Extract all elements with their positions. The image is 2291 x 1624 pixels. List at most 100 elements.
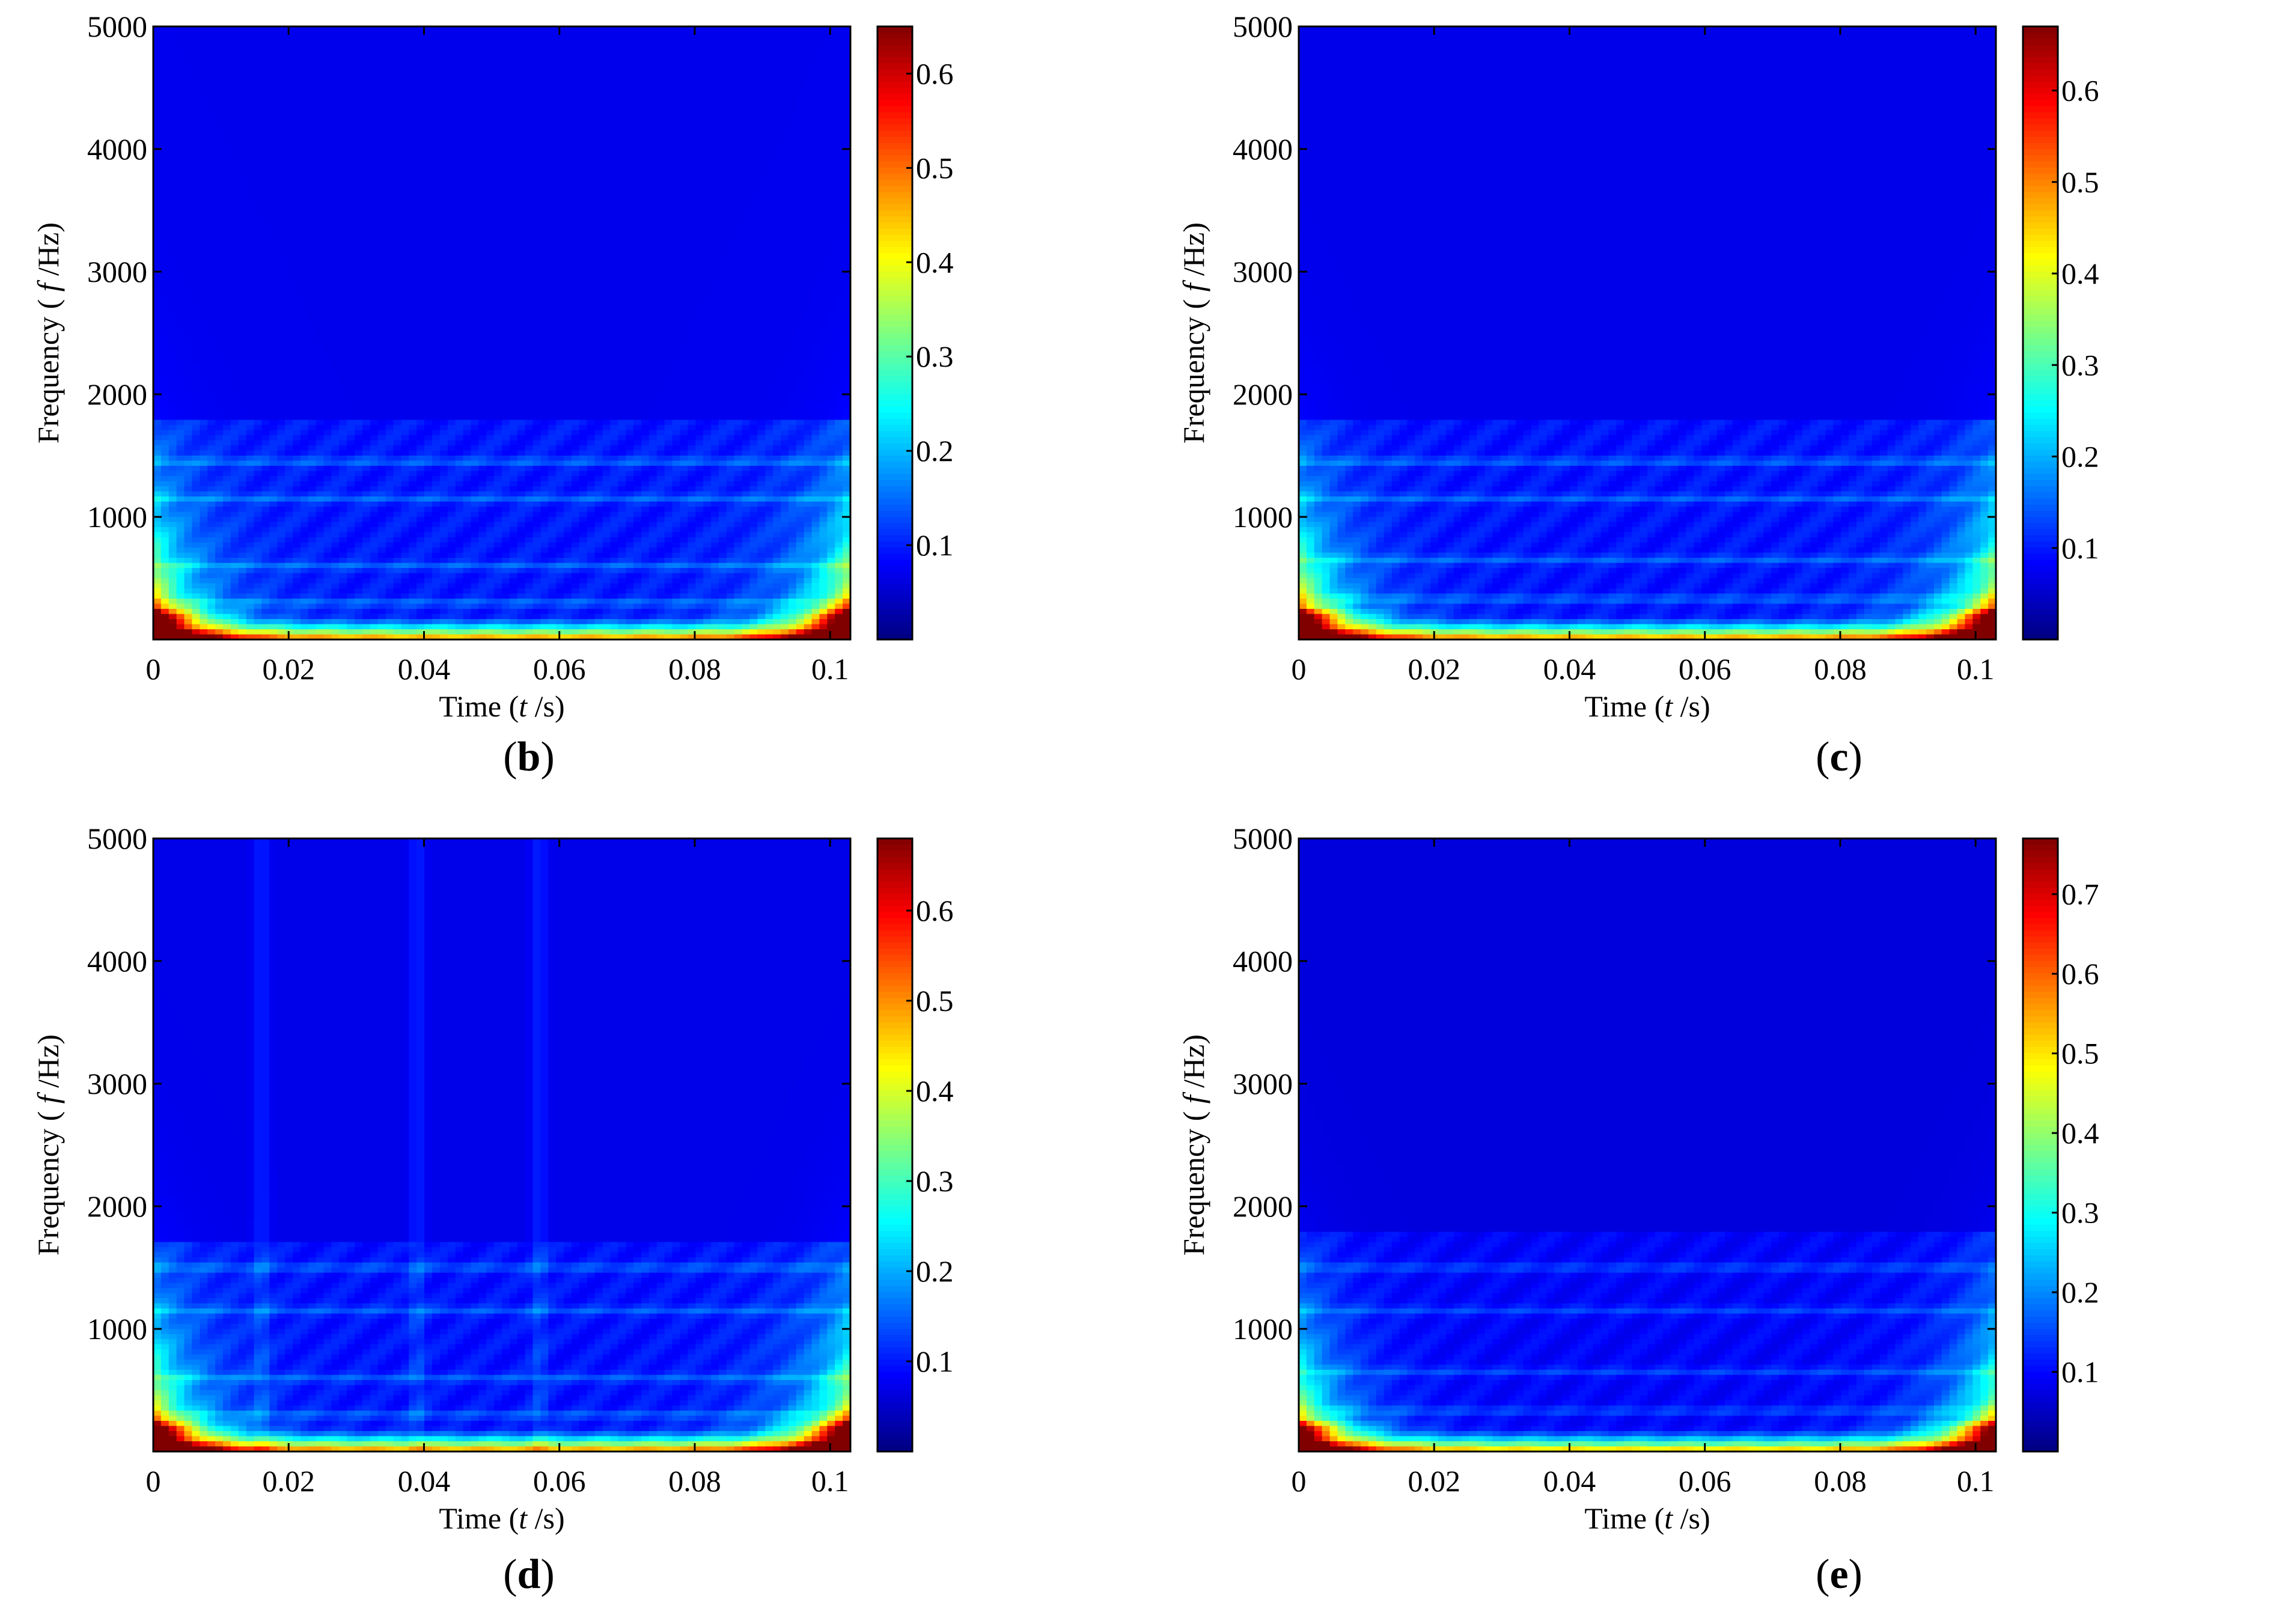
heatmap-cell xyxy=(339,287,348,293)
heatmap-cell xyxy=(293,139,301,145)
heatmap-cell xyxy=(486,225,495,231)
heatmap-cell xyxy=(734,225,743,231)
heatmap-cell xyxy=(238,282,247,288)
heatmap-cell xyxy=(827,26,836,32)
heatmap-cell xyxy=(618,169,627,176)
heatmap-cell xyxy=(648,41,657,47)
heatmap-cell xyxy=(316,169,325,176)
heatmap-cell xyxy=(757,200,766,206)
heatmap-cell xyxy=(587,82,596,88)
heatmap-cell xyxy=(672,302,681,308)
heatmap-cell xyxy=(819,241,828,247)
heatmap-cell xyxy=(711,93,719,99)
heatmap-cell xyxy=(277,261,285,267)
heatmap-cell xyxy=(602,251,611,257)
heatmap-cell xyxy=(509,149,518,155)
heatmap-cell xyxy=(316,88,325,94)
heatmap-cell xyxy=(293,210,301,216)
heatmap-cell xyxy=(385,103,394,109)
heatmap-cell xyxy=(525,52,534,58)
heatmap-cell xyxy=(463,26,472,32)
heatmap-cell xyxy=(587,37,596,43)
heatmap-cell xyxy=(734,292,743,298)
heatmap-cell xyxy=(509,123,518,129)
heatmap-cell xyxy=(626,129,634,135)
heatmap-cell xyxy=(540,88,549,94)
heatmap-cell xyxy=(285,93,293,99)
heatmap-cell xyxy=(781,67,789,73)
heatmap-cell xyxy=(160,159,169,165)
heatmap-cell xyxy=(664,88,673,94)
heatmap-cell xyxy=(215,180,224,186)
heatmap-cell xyxy=(362,276,371,282)
heatmap-cell xyxy=(447,210,456,216)
heatmap-cell xyxy=(765,164,773,170)
heatmap-cell xyxy=(331,169,340,176)
heatmap-cell xyxy=(323,292,332,298)
heatmap-cell xyxy=(393,82,402,88)
heatmap-cell xyxy=(602,78,611,84)
heatmap-cell xyxy=(355,37,363,43)
heatmap-cell xyxy=(695,195,704,201)
heatmap-cell xyxy=(525,241,534,247)
heatmap-cell xyxy=(594,261,603,267)
heatmap-cell xyxy=(176,133,185,139)
heatmap-cell xyxy=(517,164,526,170)
heatmap-cell xyxy=(471,149,480,155)
heatmap-cell xyxy=(471,195,480,201)
heatmap-cell xyxy=(300,123,309,129)
heatmap-cell xyxy=(153,215,162,221)
heatmap-cell xyxy=(718,266,727,272)
heatmap-cell xyxy=(409,82,418,88)
heatmap-cell xyxy=(672,82,681,88)
heatmap-cell xyxy=(393,200,402,206)
heatmap-cell xyxy=(478,144,487,150)
heatmap-cell xyxy=(734,103,743,109)
heatmap-cell xyxy=(153,154,162,160)
heatmap-cell xyxy=(796,72,805,78)
heatmap-cell xyxy=(269,297,278,303)
heatmap-cell xyxy=(509,169,518,176)
heatmap-cell xyxy=(788,200,797,206)
heatmap-cell xyxy=(471,154,480,160)
heatmap-cell xyxy=(502,31,510,37)
heatmap-cell xyxy=(471,103,480,109)
heatmap-cell xyxy=(703,272,712,278)
heatmap-cell xyxy=(626,215,634,221)
heatmap-cell xyxy=(594,302,603,308)
heatmap-cell xyxy=(843,129,851,135)
heatmap-cell xyxy=(385,47,394,53)
heatmap-cell xyxy=(734,256,743,262)
heatmap-cell xyxy=(261,190,270,196)
heatmap-cell xyxy=(633,62,642,68)
heatmap-cell xyxy=(819,144,828,150)
heatmap-cell xyxy=(455,276,464,282)
heatmap-cell xyxy=(230,129,239,135)
heatmap-cell xyxy=(246,231,255,237)
heatmap-cell xyxy=(680,159,689,165)
heatmap-cell xyxy=(339,256,348,262)
heatmap-cell xyxy=(409,52,418,58)
heatmap-cell xyxy=(486,174,495,180)
heatmap-cell xyxy=(254,113,263,119)
heatmap-cell xyxy=(773,221,781,227)
heatmap-cell xyxy=(726,297,735,303)
heatmap-cell xyxy=(285,47,293,53)
heatmap-cell xyxy=(362,185,371,191)
heatmap-cell xyxy=(385,93,394,99)
heatmap-cell xyxy=(463,236,472,242)
heatmap-cell xyxy=(223,215,231,221)
heatmap-cell xyxy=(556,297,564,303)
heatmap-cell xyxy=(641,164,650,170)
heatmap-cell xyxy=(316,41,325,47)
heatmap-cell xyxy=(548,67,557,73)
heatmap-cell xyxy=(432,82,441,88)
heatmap-cell xyxy=(788,41,797,47)
heatmap-cell xyxy=(695,266,704,272)
heatmap-cell xyxy=(688,169,697,176)
heatmap-cell xyxy=(688,241,697,247)
heatmap-cell xyxy=(587,129,596,135)
heatmap-cell xyxy=(478,276,487,282)
heatmap-cell xyxy=(742,123,751,129)
heatmap-cell xyxy=(672,31,681,37)
